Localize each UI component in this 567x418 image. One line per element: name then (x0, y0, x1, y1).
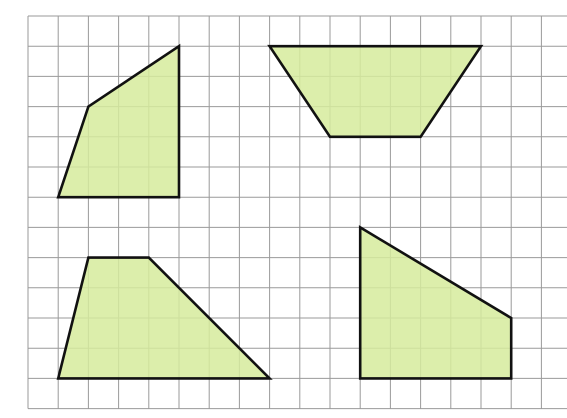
shape-right-trapezoid-bottom-right (358, 225, 513, 380)
shape-quadrilateral-top-left (56, 43, 181, 199)
shape-trapezoid-top-right (267, 44, 484, 139)
shapes-layer (56, 43, 513, 380)
shape-trapezoid-bottom-left (56, 256, 273, 380)
